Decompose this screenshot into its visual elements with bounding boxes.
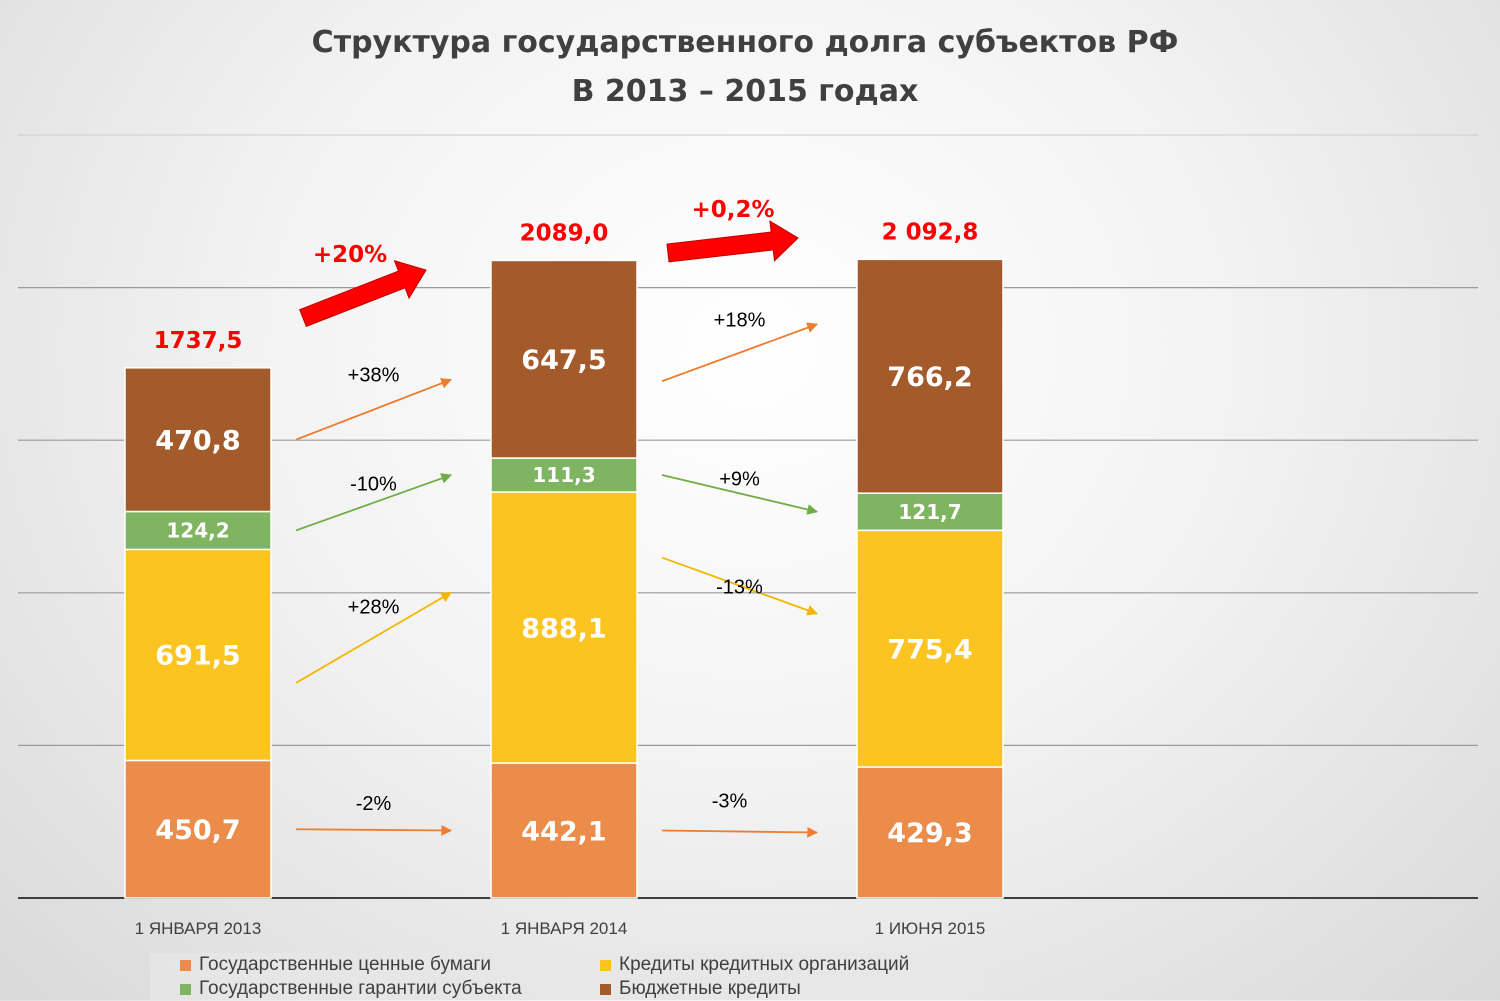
data-label: 450,7: [155, 815, 240, 846]
data-label: 470,8: [155, 425, 240, 456]
data-label: 775,4: [887, 634, 972, 665]
bar-segment: [124, 367, 272, 513]
change-arrow: [661, 474, 819, 515]
data-label: 691,5: [155, 641, 240, 672]
data-label: 111,3: [532, 463, 595, 487]
bars: [124, 258, 1004, 899]
legend-swatch: [180, 983, 191, 995]
total-change-arrow: [299, 260, 427, 328]
bar-segment: [856, 529, 1004, 768]
total-change-arrow: [666, 220, 799, 263]
bar-segment: [490, 762, 638, 899]
total-change-label: +0,2%: [691, 197, 774, 223]
total-label: 2089,0: [520, 220, 609, 246]
change-label: +9%: [719, 468, 760, 490]
legend-swatch: [600, 983, 611, 995]
legend-item-budget-credits: Бюджетные кредиты: [600, 977, 1020, 1001]
change-arrow: [661, 556, 819, 616]
legend-item-guarantees: Государственные гарантии субъекта: [180, 977, 600, 1001]
change-arrow: [295, 378, 453, 441]
legend-item-securities: Государственные ценные бумаги: [180, 953, 600, 977]
total-change-label: +20%: [313, 242, 387, 268]
change-arrow: [661, 322, 819, 383]
bar-segment: [856, 258, 1004, 494]
change-arrow: [295, 591, 452, 684]
legend-label: Государственные гарантии субъекта: [199, 978, 522, 999]
x-tick-label: 1 ЯНВАРЯ 2013: [135, 919, 262, 938]
data-label: 766,2: [887, 362, 972, 393]
change-arrow: [295, 825, 453, 836]
change-label: +28%: [348, 597, 400, 619]
change-label: +38%: [348, 365, 400, 387]
legend-label: Государственные ценные бумаги: [199, 954, 491, 975]
bar-segment: [490, 259, 638, 459]
legend-label: Бюджетные кредиты: [619, 978, 801, 999]
change-arrows: [295, 220, 819, 838]
data-label: 888,1: [521, 613, 606, 644]
bar-segment: [856, 766, 1004, 899]
bar-segment: [490, 491, 638, 764]
change-label: -2%: [356, 793, 392, 815]
legend-swatch: [180, 959, 191, 971]
total-label: 2 092,8: [882, 219, 979, 245]
change-label: -10%: [350, 474, 397, 496]
data-label: 442,1: [521, 816, 606, 847]
data-label: 429,3: [887, 818, 972, 849]
x-tick-label: 1 ИЮНЯ 2015: [875, 919, 986, 938]
bar-segment: [124, 759, 272, 899]
change-arrow: [295, 473, 453, 532]
change-label: -3%: [712, 791, 748, 813]
bar-segment: [856, 492, 1004, 532]
chart-title-line-1: Структура государственного долга субъект…: [312, 25, 1179, 60]
data-label: 124,2: [166, 519, 229, 543]
x-tick-label: 1 ЯНВАРЯ 2014: [501, 919, 628, 938]
change-arrow: [661, 826, 819, 838]
total-label: 1737,5: [154, 328, 243, 354]
legend-label: Кредиты кредитных организаций: [619, 954, 910, 975]
data-label: 121,7: [898, 500, 961, 524]
chart-title-line-2: В 2013 – 2015 годах: [572, 74, 919, 109]
bar-segment: [124, 510, 272, 551]
change-label: -13%: [716, 577, 763, 599]
bar-segment: [490, 457, 638, 493]
change-label: +18%: [714, 310, 766, 332]
labels: 1 ЯНВАРЯ 2013 1737,5 1 ЯНВАРЯ 2014 2089,0 1 …: [135, 197, 986, 938]
legend-swatch: [600, 959, 611, 971]
legend: Государственные ценные бумаги Кредиты кр…: [150, 953, 990, 1000]
legend-item-bank-credits: Кредиты кредитных организаций: [600, 953, 1020, 977]
data-label: 647,5: [521, 345, 606, 376]
bar-segment: [124, 548, 272, 762]
